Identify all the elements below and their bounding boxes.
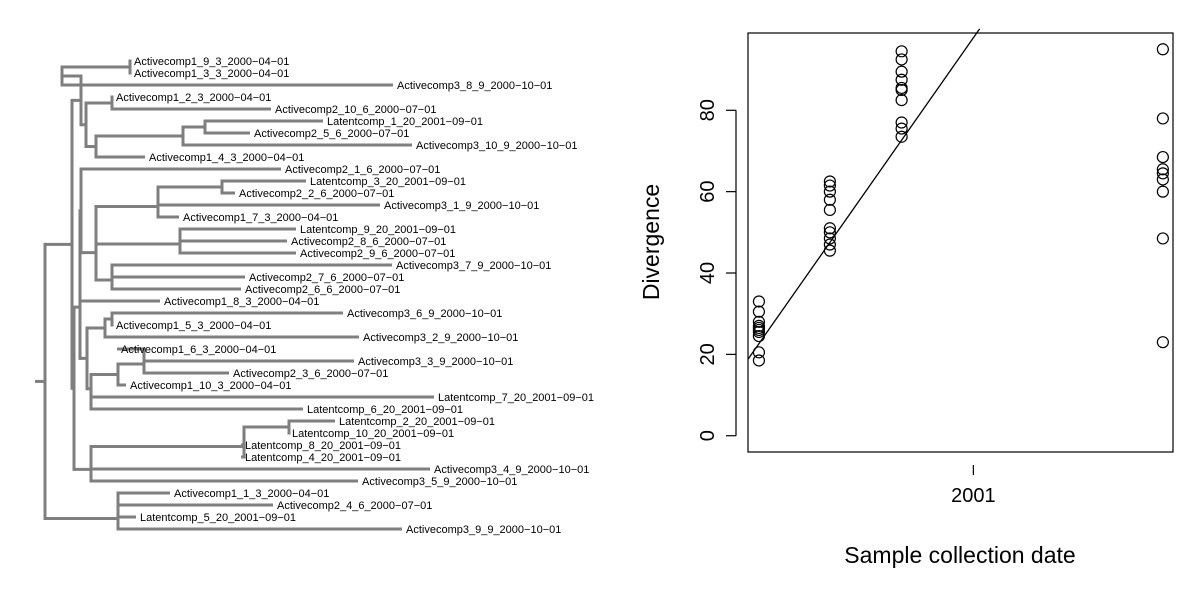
- tip-label: Activecomp2_6_6_2000−07−01: [245, 284, 400, 296]
- tip-label: Activecomp2_4_6_2000−07−01: [277, 500, 432, 512]
- tip-label: Activecomp2_7_6_2000−07−01: [249, 272, 404, 284]
- data-point: [1156, 336, 1169, 349]
- tip-label: Latentcomp_10_20_2001−09−01: [292, 428, 454, 440]
- data-point: [823, 238, 836, 251]
- tip-label: Activecomp3_2_9_2000−10−01: [363, 332, 518, 344]
- y-axis: 0 20 40 60 80: [697, 99, 737, 441]
- y-tick-label: 0: [697, 430, 719, 441]
- data-point: [1156, 232, 1169, 245]
- tip-label: Activecomp1_1_3_2000−04−01: [174, 488, 329, 500]
- y-tick-label: 80: [697, 99, 719, 121]
- tip-label: Latentcomp_6_20_2001−09−01: [307, 404, 463, 416]
- data-point: [823, 203, 836, 217]
- tip-label: Activecomp2_2_6_2000−07−01: [239, 188, 394, 200]
- data-point: [823, 185, 836, 198]
- data-point: [752, 305, 766, 318]
- tip-label: Latentcomp_8_20_2001−09−01: [245, 440, 401, 452]
- tip-label: Activecomp1_3_3_2000−04−01: [134, 68, 289, 80]
- tip-label: Activecomp2_3_6_2000−07−01: [233, 368, 388, 380]
- tip-label: Activecomp3_6_9_2000−10−01: [347, 308, 502, 320]
- tip-label: Activecomp3_10_9_2000−10−01: [416, 140, 577, 152]
- y-tick-label: 20: [697, 343, 719, 365]
- data-point: [752, 346, 766, 359]
- data-point: [752, 354, 766, 367]
- y-tick-label: 40: [697, 262, 719, 284]
- data-point: [1156, 150, 1169, 164]
- tip-label: Latentcomp_5_20_2001−09−01: [140, 512, 296, 524]
- data-point: [1156, 167, 1169, 180]
- data-point: [895, 81, 908, 95]
- data-point: [752, 319, 766, 332]
- data-point: [823, 179, 836, 192]
- regression-line: [747, 28, 981, 360]
- data-point: [823, 193, 836, 206]
- data-point: [752, 329, 766, 343]
- tip-label: Latentcomp_2_20_2001−09−01: [339, 416, 495, 428]
- data-point: [895, 45, 908, 58]
- tip-label: Latentcomp_1_20_2001−09−01: [327, 116, 483, 128]
- x-axis-title: Sample collection date: [844, 542, 1075, 568]
- tip-label: Activecomp2_10_6_2000−07−01: [275, 104, 436, 116]
- tip-label: Activecomp1_7_3_2000−04−01: [183, 212, 338, 224]
- data-point: [895, 53, 908, 66]
- data-point: [752, 315, 766, 328]
- plot-frame: [747, 32, 1174, 453]
- scatter-plot: 0 20 40 60 80 2001 Divergence Sample collect…: [638, 28, 1174, 568]
- data-point: [1156, 185, 1169, 198]
- tip-label: Activecomp2_9_6_2000−07−01: [300, 248, 455, 260]
- tip-label: Activecomp2_8_6_2000−07−01: [291, 236, 446, 248]
- tip-label: Activecomp3_1_9_2000−10−01: [384, 200, 539, 212]
- tip-label: Activecomp1_5_3_2000−04−01: [116, 320, 271, 332]
- tip-label: Latentcomp_3_20_2001−09−01: [310, 176, 466, 188]
- tip-label: Latentcomp_7_20_2001−09−01: [438, 392, 594, 404]
- data-points: [752, 43, 1169, 367]
- data-point: [1156, 112, 1169, 125]
- tip-label: Activecomp1_9_3_2000−04−01: [134, 56, 289, 68]
- data-point: [1156, 43, 1169, 56]
- tip-label: Activecomp2_1_6_2000−07−01: [285, 164, 440, 176]
- tip-label: Activecomp3_8_9_2000−10−01: [397, 80, 552, 92]
- tip-label: Activecomp1_4_3_2000−04−01: [149, 152, 304, 164]
- data-point: [823, 226, 836, 239]
- data-point: [895, 73, 908, 86]
- data-point: [823, 232, 836, 245]
- tip-label: Activecomp3_7_9_2000−10−01: [396, 260, 551, 272]
- tip-label: Latentcomp_4_20_2001−09−01: [245, 452, 401, 464]
- data-point: [895, 122, 908, 135]
- tip-label: Activecomp3_4_9_2000−10−01: [434, 464, 589, 476]
- data-point: [823, 244, 836, 257]
- tip-label: Activecomp1_10_3_2000−04−01: [130, 380, 291, 392]
- x-axis: 2001: [951, 465, 996, 507]
- tip-label: Latentcomp_9_20_2001−09−01: [300, 224, 456, 236]
- data-point: [1156, 173, 1169, 186]
- y-axis-title: Divergence: [638, 184, 664, 300]
- tip-label: Activecomp2_5_6_2000−07−01: [254, 128, 409, 140]
- data-point: [752, 295, 766, 308]
- tip-label: Activecomp3_3_9_2000−10−01: [358, 356, 513, 368]
- tip-label: Activecomp3_9_9_2000−10−01: [406, 524, 561, 536]
- data-point: [895, 94, 908, 107]
- x-tick-label: 2001: [951, 485, 996, 507]
- tip-label: Activecomp1_6_3_2000−04−01: [121, 344, 276, 356]
- tip-label: Activecomp3_5_9_2000−10−01: [362, 476, 517, 488]
- data-point: [895, 116, 908, 129]
- tip-label: Activecomp1_8_3_2000−04−01: [164, 296, 319, 308]
- data-point: [1156, 163, 1169, 176]
- phylogenetic-tree: Activecomp1_9_3_2000−04−01Activecomp1_3_…: [35, 56, 594, 536]
- tip-label: Activecomp1_2_3_2000−04−01: [116, 92, 271, 104]
- data-point: [823, 222, 836, 235]
- data-point: [823, 175, 836, 188]
- y-tick-label: 60: [697, 181, 719, 203]
- data-point: [895, 130, 908, 143]
- data-point: [895, 65, 908, 78]
